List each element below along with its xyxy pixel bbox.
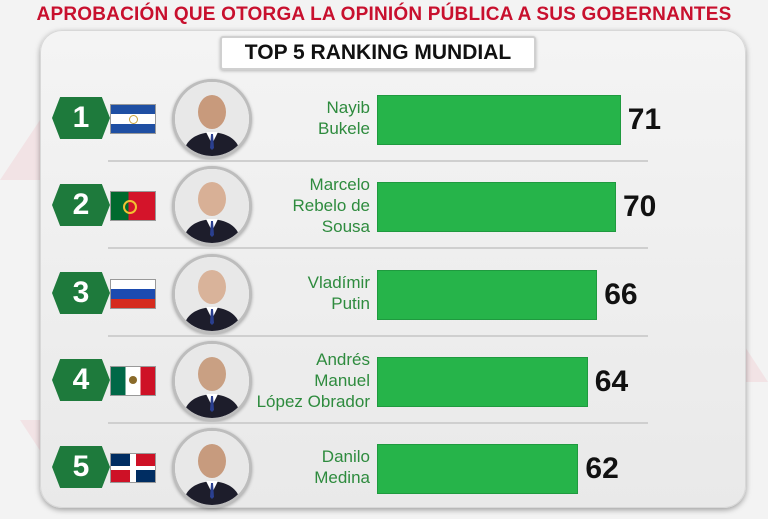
ranking-row: 4 Andrés Manuel López Obrador 64 <box>0 338 768 424</box>
avatar <box>172 254 252 334</box>
russia-flag <box>110 279 156 309</box>
bar <box>378 271 597 319</box>
category-label: Danilo Medina <box>314 447 370 487</box>
dominican-republic-flag <box>110 453 156 483</box>
data-label: 66 <box>604 278 638 311</box>
rank-badge: 4 <box>52 359 110 401</box>
rank-badge: 2 <box>52 184 110 226</box>
row-divider <box>108 160 648 162</box>
ranking-row: 3 Vladímir Putin 66 <box>0 251 768 337</box>
category-label: Marcelo Rebelo de Sousa <box>292 174 370 236</box>
data-label: 64 <box>594 365 629 398</box>
avatar <box>172 428 252 508</box>
mexico-flag <box>110 366 156 396</box>
portugal-flag <box>110 191 156 221</box>
category-label: Vladímir Putin <box>307 273 370 313</box>
avatar <box>172 79 252 159</box>
avatar <box>172 166 252 246</box>
row-divider <box>108 335 648 337</box>
ranking-row: 2 Marcelo Rebelo de Sousa 70 <box>0 163 768 249</box>
rank-badge: 3 <box>52 272 110 314</box>
ranking-row: 5 Danilo Medina 62 <box>0 425 768 511</box>
bar <box>378 445 578 493</box>
ranking-row: 1 Nayib Bukele 71 <box>0 76 768 162</box>
rank-badge: 5 <box>52 446 110 488</box>
data-label: 70 <box>623 190 657 223</box>
el-salvador-flag <box>110 104 156 134</box>
category-label: Nayib Bukele <box>318 98 370 138</box>
category-label: Andrés Manuel López Obrador <box>256 349 370 411</box>
bar <box>378 358 587 406</box>
data-label: 62 <box>585 452 619 485</box>
avatar <box>172 341 252 421</box>
row-divider <box>108 422 648 424</box>
row-divider <box>108 247 648 249</box>
bar <box>378 96 620 144</box>
chart-subtitle: TOP 5 RANKING MUNDIAL <box>220 36 536 70</box>
rank-badge: 1 <box>52 97 110 139</box>
data-label: 71 <box>627 103 662 136</box>
bar <box>378 183 615 231</box>
page-title: APROBACIÓN QUE OTORGA LA OPINIÓN PÚBLICA… <box>36 4 732 25</box>
